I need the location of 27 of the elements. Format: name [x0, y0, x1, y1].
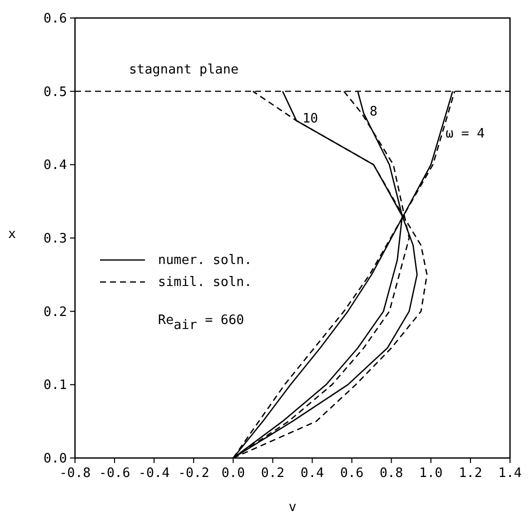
y-tick-label: 0.4	[44, 158, 68, 174]
x-tick-label: 0.0	[221, 466, 245, 481]
annotation: 10	[302, 112, 318, 127]
x-tick-label: -0.6	[98, 466, 130, 481]
x-tick-label: 0.8	[380, 466, 404, 481]
annotation: 8	[370, 104, 378, 120]
x-tick-label: 0.2	[260, 466, 284, 481]
y-tick-label: 0.2	[44, 304, 67, 320]
legend-label: simil. soln.	[158, 275, 252, 290]
y-tick-label: 0.5	[44, 84, 67, 100]
annotation: ω = 4	[446, 126, 485, 142]
x-tick-label: 1.4	[498, 466, 522, 481]
x-tick-label: -0.4	[138, 466, 170, 481]
x-tick-label: 1.0	[419, 466, 443, 481]
y-tick-label: 0.6	[44, 12, 67, 26]
legend-label: numer. soln.	[158, 253, 252, 268]
x-tick-label: 1.2	[458, 466, 482, 481]
x-tick-label: -0.2	[178, 466, 210, 481]
y-tick-label: 0.3	[44, 232, 67, 246]
y-tick-label: 0.1	[44, 378, 67, 394]
x-tick-label: -0.8	[59, 466, 91, 481]
y-tick-label: 0.0	[44, 452, 67, 466]
ref-line-label: stagnant plane	[128, 62, 239, 78]
x-tick-label: 0.6	[340, 466, 364, 481]
x-tick-label: 0.4	[300, 466, 324, 481]
y-axis-title: x	[8, 227, 16, 242]
x-axis-title: v	[288, 500, 297, 515]
